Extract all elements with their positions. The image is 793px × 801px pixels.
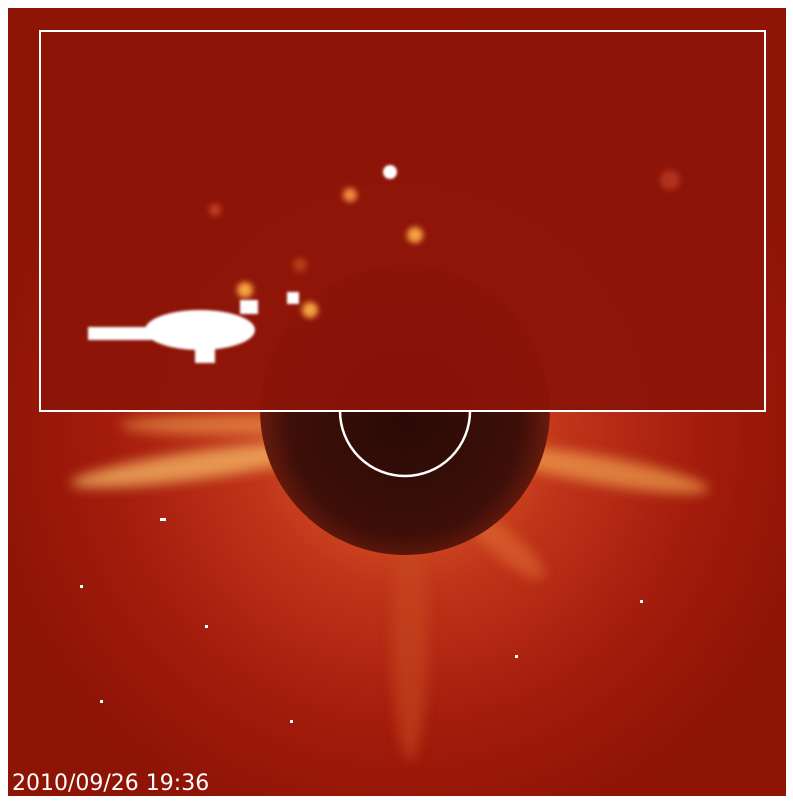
blob (237, 282, 253, 298)
comet-head (145, 310, 255, 350)
star (205, 625, 208, 628)
blob (302, 302, 318, 318)
star (515, 655, 518, 658)
star (100, 700, 103, 703)
comet-head (195, 345, 215, 363)
blob (343, 188, 357, 202)
blob (293, 258, 307, 272)
star (160, 518, 166, 521)
point (383, 165, 397, 179)
star (640, 600, 643, 603)
blob (209, 204, 221, 216)
inset-panel (40, 31, 765, 411)
blob (407, 227, 423, 243)
blob (660, 170, 680, 190)
star (80, 585, 83, 588)
point (287, 292, 299, 304)
page: 2010/09/26 19:36 (() => { const data = J… (0, 0, 793, 801)
timestamp: 2010/09/26 19:36 (12, 771, 209, 796)
streamer (392, 520, 428, 760)
star (290, 720, 293, 723)
coronagraph-image: 2010/09/26 19:36 (0, 0, 793, 801)
point (240, 300, 258, 314)
